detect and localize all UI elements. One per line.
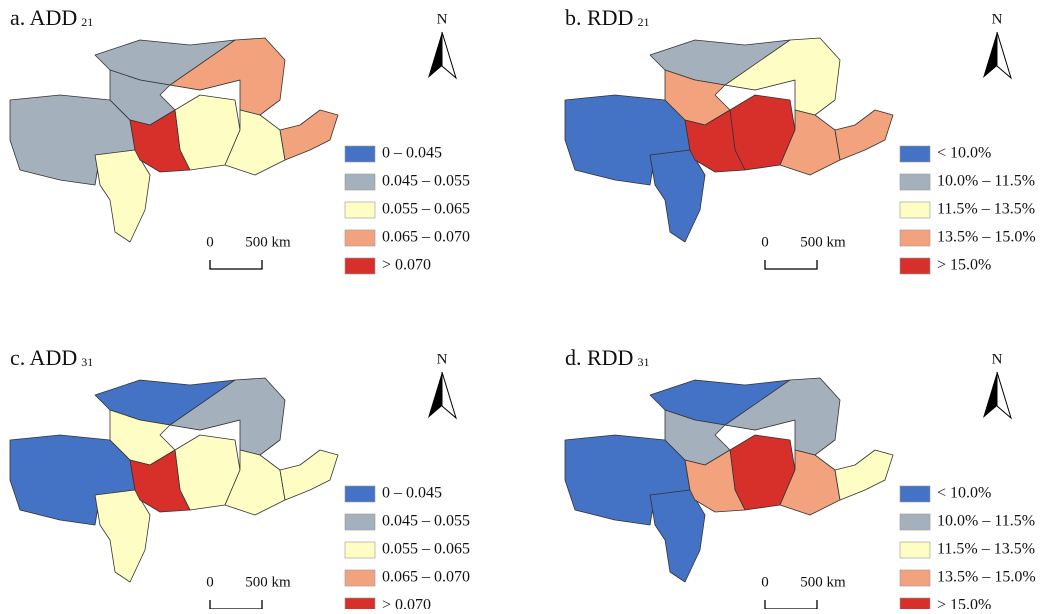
scale-bar — [210, 600, 262, 609]
legend-swatch — [345, 486, 375, 502]
legend-swatch — [345, 514, 375, 530]
legend-swatch — [900, 174, 930, 190]
legend-swatch — [900, 202, 930, 218]
map-region — [95, 490, 150, 582]
north-arrow-left — [983, 372, 997, 418]
map-region — [95, 150, 150, 242]
scale-distance: 500 km — [800, 234, 846, 250]
legend-label: > 0.070 — [382, 597, 431, 609]
legend-label: 0.045 – 0.055 — [382, 173, 470, 190]
legend-swatch — [345, 146, 375, 162]
north-label: N — [992, 11, 1003, 27]
north-arrow-left — [428, 372, 442, 418]
scale-zero: 0 — [761, 234, 769, 250]
north-arrow-right — [442, 32, 456, 78]
legend-swatch — [345, 202, 375, 218]
legend-label: > 15.0% — [937, 597, 991, 609]
north-arrow-right — [997, 32, 1011, 78]
scale-zero: 0 — [206, 234, 214, 250]
title-text: b. RDD — [565, 5, 633, 30]
scale-bar — [765, 260, 817, 269]
legend-swatch — [900, 146, 930, 162]
legend-label: 0.065 – 0.070 — [382, 569, 470, 586]
legend-swatch — [345, 542, 375, 558]
map-region — [835, 450, 893, 500]
north-arrow-left — [428, 32, 442, 78]
map-region — [650, 150, 705, 242]
north-label: N — [437, 351, 448, 367]
legend-label: 10.0% – 11.5% — [937, 173, 1035, 190]
title-text: a. ADD — [10, 5, 77, 30]
legend-swatch — [900, 486, 930, 502]
scale-bar — [210, 260, 262, 269]
legend-swatch — [900, 514, 930, 530]
legend-label: < 10.0% — [937, 145, 991, 162]
north-arrow-left — [983, 32, 997, 78]
scale-distance: 500 km — [245, 574, 291, 590]
legend-swatch — [345, 174, 375, 190]
title-text: d. RDD — [565, 345, 633, 370]
map-region — [835, 110, 893, 160]
legend-label: > 15.0% — [937, 257, 991, 274]
panel-title: a. ADD 21 — [10, 5, 93, 30]
north-label: N — [437, 11, 448, 27]
legend-label: 13.5% – 15.0% — [937, 569, 1036, 586]
title-subscript: 21 — [637, 15, 649, 29]
legend-label: < 10.0% — [937, 485, 991, 502]
legend-label: 0.055 – 0.065 — [382, 541, 470, 558]
north-label: N — [992, 351, 1003, 367]
legend-swatch — [345, 258, 375, 274]
panel-title: d. RDD 31 — [565, 345, 649, 370]
legend-swatch — [900, 258, 930, 274]
legend-swatch — [900, 230, 930, 246]
map-region — [650, 490, 705, 582]
panel-title: c. ADD 31 — [10, 345, 93, 370]
legend-label: 0.055 – 0.065 — [382, 201, 470, 218]
legend-swatch — [345, 598, 375, 609]
scale-distance: 500 km — [800, 574, 846, 590]
title-text: c. ADD — [10, 345, 77, 370]
legend-swatch — [900, 598, 930, 609]
map-region — [280, 450, 338, 500]
map-panel: b. RDD 21 N < 10.0% 10.0% – 11.5% 11.5% – 13.… — [565, 5, 1036, 274]
map-region — [280, 110, 338, 160]
legend-swatch — [345, 230, 375, 246]
legend-label: 11.5% – 13.5% — [937, 201, 1035, 218]
north-arrow-right — [997, 372, 1011, 418]
scale-zero: 0 — [206, 574, 214, 590]
legend-label: 13.5% – 15.0% — [937, 229, 1036, 246]
legend-swatch — [345, 570, 375, 586]
legend-label: 0.045 – 0.055 — [382, 513, 470, 530]
scale-bar — [765, 600, 817, 609]
title-subscript: 21 — [81, 15, 93, 29]
map-panel: a. ADD 21 N 0 – 0.045 0.045 – 0.055 0.055 – 0… — [10, 5, 470, 274]
north-arrow-right — [442, 372, 456, 418]
legend-label: 0 – 0.045 — [382, 145, 442, 162]
scale-zero: 0 — [761, 574, 769, 590]
title-subscript: 31 — [637, 355, 649, 369]
legend-label: > 0.070 — [382, 257, 431, 274]
legend-label: 11.5% – 13.5% — [937, 541, 1035, 558]
map-panel: d. RDD 31 N < 10.0% 10.0% – 11.5% 11.5% – 13.… — [565, 345, 1036, 609]
scale-distance: 500 km — [245, 234, 291, 250]
legend-label: 0 – 0.045 — [382, 485, 442, 502]
legend-swatch — [900, 570, 930, 586]
panel-title: b. RDD 21 — [565, 5, 649, 30]
legend-label: 0.065 – 0.070 — [382, 229, 470, 246]
legend-swatch — [900, 542, 930, 558]
legend-label: 10.0% – 11.5% — [937, 513, 1035, 530]
figure: a. ADD 21 N 0 – 0.045 0.045 – 0.055 0.055 – 0… — [0, 0, 1057, 609]
map-panel: c. ADD 31 N 0 – 0.045 0.045 – 0.055 0.055 – 0… — [10, 345, 470, 609]
title-subscript: 31 — [81, 355, 93, 369]
